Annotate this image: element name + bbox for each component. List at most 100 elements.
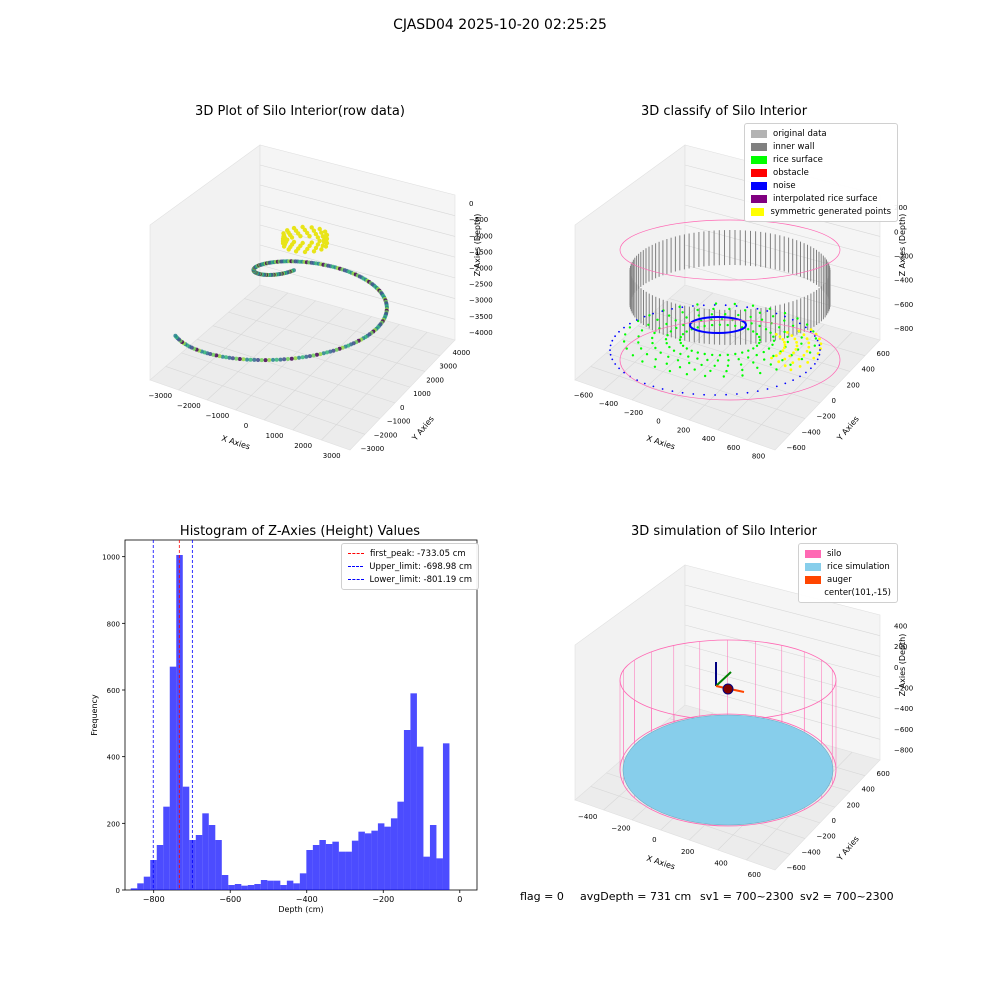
histogram-bar	[397, 801, 404, 890]
data-point	[286, 247, 291, 252]
data-point	[331, 348, 336, 353]
legend-line	[348, 553, 364, 554]
rice-surface-point	[648, 314, 651, 317]
grid-line	[259, 164, 456, 217]
data-point	[300, 355, 305, 360]
rice-surface-point	[654, 358, 657, 361]
legend-label: inner wall	[773, 141, 815, 152]
rice-surface-point	[690, 349, 693, 352]
x-tick-label: −600	[574, 391, 593, 399]
data-point	[234, 356, 239, 361]
rice-surface-point	[750, 322, 753, 325]
rice-surface-point	[697, 314, 700, 317]
y-tick-label: −2000	[374, 431, 398, 439]
grid-line	[637, 325, 836, 388]
generated-point	[774, 332, 778, 336]
x-axis-label: X Axies	[645, 854, 676, 872]
generated-point	[781, 349, 785, 352]
noise-point	[635, 319, 638, 321]
z-tick-label: −800	[894, 325, 913, 333]
rice-surface-point	[791, 324, 795, 327]
noise-point	[671, 390, 674, 392]
data-point	[313, 245, 319, 251]
rice-surface-point	[696, 357, 699, 360]
rice-surface-point	[781, 359, 784, 362]
rice-surface-point	[666, 334, 669, 337]
data-point	[245, 357, 249, 362]
generated-point	[806, 361, 810, 364]
histogram-bar	[371, 830, 378, 890]
legend-label: silo	[827, 548, 842, 559]
rice-surface-point	[696, 351, 699, 354]
rice-surface-point	[685, 330, 688, 333]
histogram-bar	[137, 883, 144, 890]
rice-surface-point	[675, 326, 678, 330]
histogram-bar	[228, 885, 235, 890]
rice-surface-point	[669, 330, 673, 333]
z-axis-label: Z Axies (Depth)	[898, 634, 907, 697]
z-tick-label: −2000	[469, 265, 493, 273]
axis-pane	[259, 144, 456, 341]
noise-point	[819, 349, 821, 351]
rice-surface-point	[733, 302, 736, 306]
rice-surface-point	[685, 373, 689, 376]
histogram-bar	[247, 885, 255, 890]
x-tick-label: −400	[578, 813, 597, 821]
legend-line	[348, 579, 364, 580]
rice-surface-point	[641, 360, 644, 363]
rice-surface-point	[653, 365, 657, 368]
histogram-bar	[319, 840, 326, 890]
x-tick-label: 600	[727, 444, 740, 452]
grid-line	[622, 339, 821, 404]
histogram-bar	[286, 880, 294, 890]
legend-item: auger	[805, 573, 891, 586]
legend-item: Lower_limit: -801.19 cm	[348, 573, 472, 586]
data-point	[271, 357, 275, 362]
generated-point	[789, 368, 793, 372]
grid-line	[259, 264, 456, 320]
z-tick-label: −4000	[469, 329, 493, 337]
rice-surface-point	[752, 330, 755, 333]
flag-text: flag = 0	[520, 890, 564, 903]
center-marker	[722, 683, 734, 695]
rice-surface-point	[767, 347, 771, 350]
legend-label: rice surface	[773, 154, 823, 165]
y-tick-label: 200	[847, 381, 860, 389]
rice-surface-point	[679, 352, 682, 356]
histogram-bar	[260, 880, 268, 890]
y-tick-label: −200	[817, 833, 836, 841]
legend-label: Lower_limit: -801.19 cm	[369, 574, 472, 585]
grid-line	[717, 324, 825, 431]
rice-surface-point	[728, 307, 731, 311]
data-point	[302, 249, 308, 255]
grid-line	[259, 204, 456, 258]
noise-point	[643, 382, 646, 385]
z-axis-label: Z Axies (Depth)	[473, 214, 482, 277]
rice-surface-point	[679, 335, 682, 339]
y-tick-label: −400	[802, 428, 821, 436]
rice-surface-point	[758, 324, 761, 328]
rice-surface-point	[769, 331, 772, 334]
data-point	[311, 353, 316, 358]
panel4-legend: silo rice simulation auger center(101,-1…	[798, 543, 898, 603]
noise-point	[703, 393, 705, 396]
y-tick-label: 200	[107, 820, 120, 828]
legend-label: obstacle	[773, 167, 809, 178]
legend-label: symmetric generated points	[770, 206, 891, 217]
histogram-bar	[241, 885, 248, 890]
data-point	[248, 357, 253, 362]
rice-surface-point	[639, 347, 643, 350]
rice-surface-point	[805, 323, 809, 326]
rice-surface-point	[710, 313, 714, 316]
rice-surface-point	[800, 336, 803, 339]
data-point	[281, 244, 287, 249]
histogram-bar	[202, 813, 209, 890]
grid-line	[606, 352, 806, 419]
noise-point	[792, 379, 794, 381]
histogram-bar	[273, 880, 281, 890]
noise-point	[692, 393, 695, 395]
data-point	[318, 352, 323, 357]
rice-surface-point	[651, 341, 654, 345]
rice-surface-point	[768, 307, 772, 310]
generated-point	[770, 356, 773, 360]
